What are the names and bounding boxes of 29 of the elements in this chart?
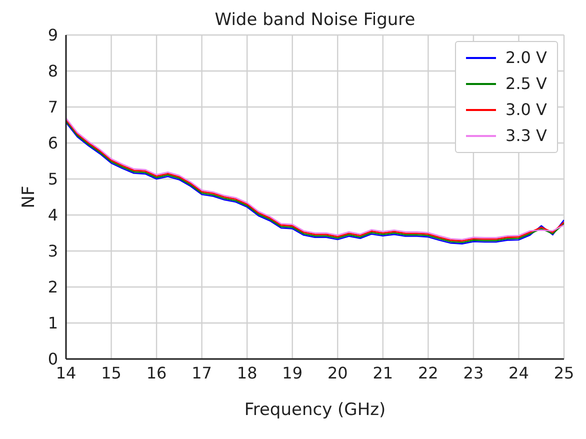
y-tick-label: 8 — [48, 62, 58, 81]
legend-label: 2.5 V — [506, 73, 547, 95]
x-tick-label: 25 — [554, 363, 574, 382]
y-tick-label: 4 — [48, 206, 58, 225]
chart-title: Wide band Noise Figure — [214, 10, 416, 30]
y-tick-label: 9 — [48, 26, 58, 45]
x-tick-label: 22 — [418, 363, 438, 382]
legend-label: 2.0 V — [506, 47, 547, 69]
x-tick-label: 16 — [146, 363, 167, 382]
x-tick-label: 20 — [327, 363, 348, 382]
x-tick-label: 23 — [463, 363, 484, 382]
x-tick-label: 24 — [508, 363, 529, 382]
x-tick-label: 17 — [192, 363, 212, 382]
x-tick-label: 14 — [56, 363, 76, 382]
y-tick-label: 0 — [48, 350, 58, 369]
x-tick-label: 19 — [282, 363, 303, 382]
y-tick-label: 3 — [48, 242, 58, 261]
x-tick-label: 15 — [101, 363, 122, 382]
y-tick-label: 2 — [48, 278, 58, 297]
y-tick-label: 1 — [48, 314, 58, 333]
legend-label: 3.0 V — [506, 99, 547, 121]
y-tick-label: 6 — [48, 134, 58, 153]
y-tick-label: 5 — [48, 170, 58, 189]
y-axis-title: NF — [19, 186, 40, 208]
x-tick-label: 18 — [236, 363, 258, 382]
legend-label: 3.3 V — [506, 125, 547, 147]
y-tick-label: 7 — [48, 98, 58, 117]
x-axis-title: Frequency (GHz) — [244, 400, 386, 420]
x-tick-label: 21 — [372, 363, 394, 382]
